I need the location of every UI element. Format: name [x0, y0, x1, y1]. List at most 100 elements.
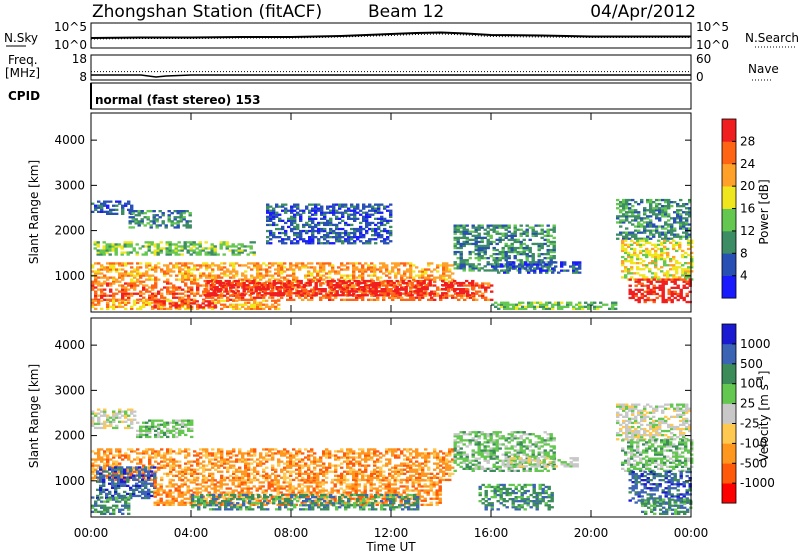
heatmap-cell: [151, 286, 155, 289]
heatmap-cell: [178, 286, 182, 289]
heatmap-cell: [289, 456, 293, 459]
heatmap-cell: [621, 264, 625, 267]
heatmap-cell: [121, 305, 125, 308]
heatmap-cell: [305, 242, 309, 245]
heatmap-cell: [522, 242, 526, 246]
heatmap-cell: [229, 450, 233, 453]
heatmap-cell: [179, 210, 183, 213]
heatmap-cell: [305, 240, 309, 243]
heatmap-cell: [634, 219, 638, 222]
heatmap-cell: [522, 232, 526, 235]
heatmap-cell: [220, 462, 224, 465]
heatmap-cell: [187, 276, 191, 279]
heatmap-cell: [210, 253, 214, 256]
heatmap-cell: [219, 241, 223, 244]
heatmap-cell: [522, 253, 526, 256]
heatmap-cell: [188, 214, 192, 217]
heatmap-cell: [682, 284, 686, 287]
heatmap-cell: [298, 268, 302, 271]
heatmap-cell: [374, 288, 378, 291]
heatmap-cell: [667, 288, 671, 291]
heatmap-cell: [112, 307, 116, 310]
heatmap-cell: [172, 266, 176, 269]
heatmap-cell: [223, 284, 227, 287]
heatmap-cell: [196, 268, 200, 271]
heatmap-cell: [338, 294, 342, 297]
heatmap-cell: [338, 236, 342, 239]
heatmap-cell: [131, 220, 135, 223]
heatmap-cell: [430, 296, 434, 299]
heatmap-cell: [509, 263, 513, 266]
heatmap-cell: [121, 458, 125, 461]
heatmap-cell: [314, 225, 318, 229]
heatmap-cell: [332, 284, 336, 287]
heatmap-cell: [584, 301, 588, 304]
heatmap-cell: [661, 205, 665, 208]
heatmap-cell: [100, 448, 104, 451]
heatmap-cell: [96, 249, 100, 252]
heatmap-cell: [655, 231, 659, 234]
heatmap-cell: [636, 255, 640, 259]
heatmap-cell: [184, 476, 188, 479]
heatmap-cell: [616, 237, 620, 240]
heatmap-cell: [497, 265, 501, 268]
heatmap-cell: [210, 302, 214, 305]
heatmap-cell: [627, 245, 631, 248]
heatmap-cell: [486, 244, 490, 248]
heatmap-cell: [474, 236, 478, 239]
heatmap-cell: [346, 276, 350, 279]
heatmap-cell: [232, 466, 236, 469]
heatmap-cell: [549, 250, 553, 254]
heatmap-cell: [468, 265, 472, 268]
heatmap-cell: [307, 274, 311, 277]
heatmap-cell: [392, 290, 396, 293]
heatmap-cell: [290, 211, 294, 214]
heatmap-cell: [625, 205, 629, 208]
heatmap-cell: [109, 474, 113, 477]
colorbar-swatch: [722, 275, 736, 299]
heatmap-cell: [202, 272, 206, 275]
heatmap-cell: [494, 305, 498, 308]
heatmap-cell: [320, 221, 324, 225]
heatmap-cell: [244, 292, 248, 295]
heatmap-cell: [289, 462, 293, 465]
heatmap-cell: [688, 290, 692, 293]
heatmap-cell: [675, 266, 679, 269]
heatmap-cell: [658, 198, 662, 202]
heatmap-cell: [253, 466, 257, 469]
heatmap-cell: [386, 290, 390, 293]
heatmap-cell: [546, 232, 550, 235]
heatmap-cell: [673, 235, 677, 238]
heatmap-cell: [383, 242, 387, 245]
heatmap-cell: [329, 223, 333, 227]
heatmap-cell: [376, 268, 380, 271]
heatmap-cell: [148, 466, 152, 469]
heatmap-cell: [364, 262, 368, 265]
heatmap-cell: [196, 468, 200, 471]
heatmap-cell: [468, 257, 472, 260]
heatmap-cell: [456, 250, 460, 254]
heatmap-cell: [259, 460, 263, 463]
heatmap-cell: [679, 294, 683, 298]
heatmap-cell: [220, 452, 224, 455]
heatmap-cell: [643, 300, 647, 304]
heatmap-cell: [640, 219, 644, 222]
heatmap-cell: [280, 460, 284, 463]
heatmap-cell: [654, 255, 658, 259]
heatmap-cell: [634, 215, 638, 218]
heatmap-cell: [525, 257, 529, 260]
heatmap-cell: [241, 472, 245, 475]
heatmap-cell: [548, 265, 552, 268]
heatmap-cell: [265, 476, 269, 479]
heatmap-cell: [413, 279, 417, 283]
heatmap-cell: [298, 448, 302, 451]
heatmap-cell: [184, 266, 188, 269]
heatmap-cell: [362, 215, 366, 218]
heatmap-cell: [643, 231, 647, 234]
heatmap-cell: [227, 279, 231, 283]
heatmap-cell: [187, 472, 191, 475]
heatmap-cell: [202, 307, 206, 310]
heatmap-cell: [389, 231, 393, 235]
heatmap-cell: [676, 215, 680, 218]
heatmap-cell: [129, 241, 133, 244]
